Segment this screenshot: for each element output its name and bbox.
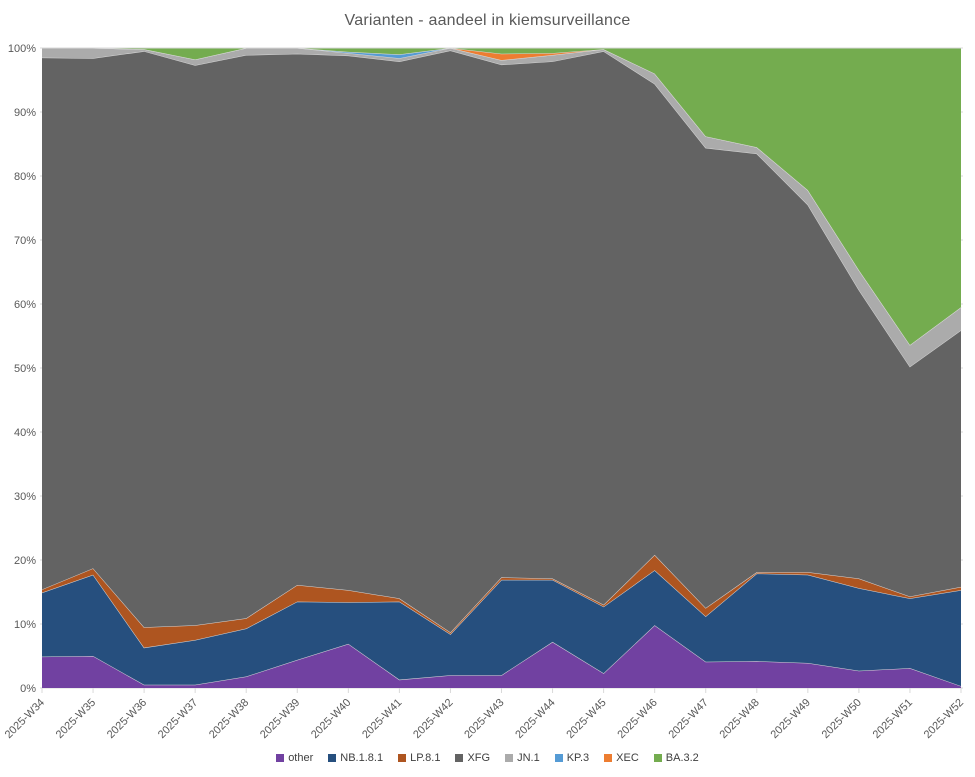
x-tick-label: 2025-W36: [105, 697, 149, 741]
y-tick-label: 40%: [14, 427, 36, 439]
y-tick-label: 80%: [14, 171, 36, 183]
legend-label-LP.8.1: LP.8.1: [410, 752, 441, 764]
x-tick-label: 2025-W40: [309, 697, 353, 741]
x-tick-label: 2025-W42: [411, 697, 455, 741]
legend-swatch-LP.8.1: [398, 754, 407, 762]
legend-item-BA.3.2: BA.3.2: [653, 752, 699, 764]
legend-label-JN.1: JN.1: [517, 752, 540, 764]
y-tick-label: 100%: [8, 43, 36, 55]
legend-label-XFG: XFG: [467, 752, 491, 764]
area-series-XFG: [42, 50, 961, 633]
y-tick-label: 10%: [14, 619, 36, 631]
y-tick-label: 30%: [14, 491, 36, 503]
legend-item-JN.1: JN.1: [505, 752, 540, 764]
y-tick-label: 20%: [14, 555, 36, 567]
y-tick-label: 60%: [14, 299, 36, 311]
legend-item-XFG: XFG: [455, 752, 490, 764]
legend-label-other: other: [288, 752, 314, 764]
x-tick-label: 2025-W45: [564, 697, 608, 741]
legend-swatch-KP.3: [554, 754, 563, 762]
x-tick-label: 2025-W46: [615, 697, 659, 741]
legend-label-KP.3: KP.3: [566, 752, 590, 764]
legend-item-LP.8.1: LP.8.1: [398, 752, 440, 764]
x-tick-label: 2025-W50: [820, 697, 864, 741]
y-tick-label: 50%: [14, 363, 36, 375]
chart-title: Varianten - aandeel in kiemsurveillance: [344, 12, 631, 29]
x-tick-label: 2025-W47: [666, 697, 710, 741]
x-tick-label: 2025-W37: [156, 697, 200, 741]
x-tick-label: 2025-W43: [462, 697, 506, 741]
legend-label-NB.1.8.1: NB.1.8.1: [340, 752, 384, 764]
y-tick-label: 0%: [20, 683, 36, 695]
x-tick-label: 2025-W35: [54, 697, 98, 741]
legend-label-BA.3.2: BA.3.2: [665, 752, 699, 764]
area-series-BA.3.2: [42, 48, 961, 345]
y-tick-label: 70%: [14, 235, 36, 247]
legend-item-NB.1.8.1: NB.1.8.1: [328, 752, 383, 764]
x-tick-label: 2025-W41: [360, 697, 404, 741]
legend-swatch-XFG: [455, 754, 464, 762]
legend-swatch-XEC: [604, 754, 613, 762]
area-series-NB.1.8.1: [42, 570, 961, 687]
x-tick-label: 2025-W34: [3, 697, 47, 741]
legend-swatch-NB.1.8.1: [328, 754, 337, 762]
chart-legend: other NB.1.8.1 LP.8.1 XFG JN.1 KP.3 XEC BA.3.2: [0, 752, 975, 764]
legend-item-KP.3: KP.3: [554, 752, 590, 764]
x-tick-label: 2025-W39: [258, 697, 302, 741]
x-tick-label: 2025-W38: [207, 697, 251, 741]
legend-swatch-BA.3.2: [653, 754, 662, 762]
legend-label-XEC: XEC: [616, 752, 639, 764]
x-tick-label: 2025-W51: [871, 697, 915, 741]
x-tick-label: 2025-W48: [718, 697, 762, 741]
legend-item-other: other: [276, 752, 313, 764]
x-tick-label: 2025-W44: [513, 697, 557, 741]
x-tick-label: 2025-W49: [769, 697, 813, 741]
legend-swatch-JN.1: [505, 754, 514, 762]
legend-swatch-other: [276, 754, 285, 762]
x-tick-label: 2025-W52: [922, 697, 966, 741]
area-series-other: [42, 625, 961, 688]
y-tick-label: 90%: [14, 107, 36, 119]
legend-item-XEC: XEC: [604, 752, 639, 764]
